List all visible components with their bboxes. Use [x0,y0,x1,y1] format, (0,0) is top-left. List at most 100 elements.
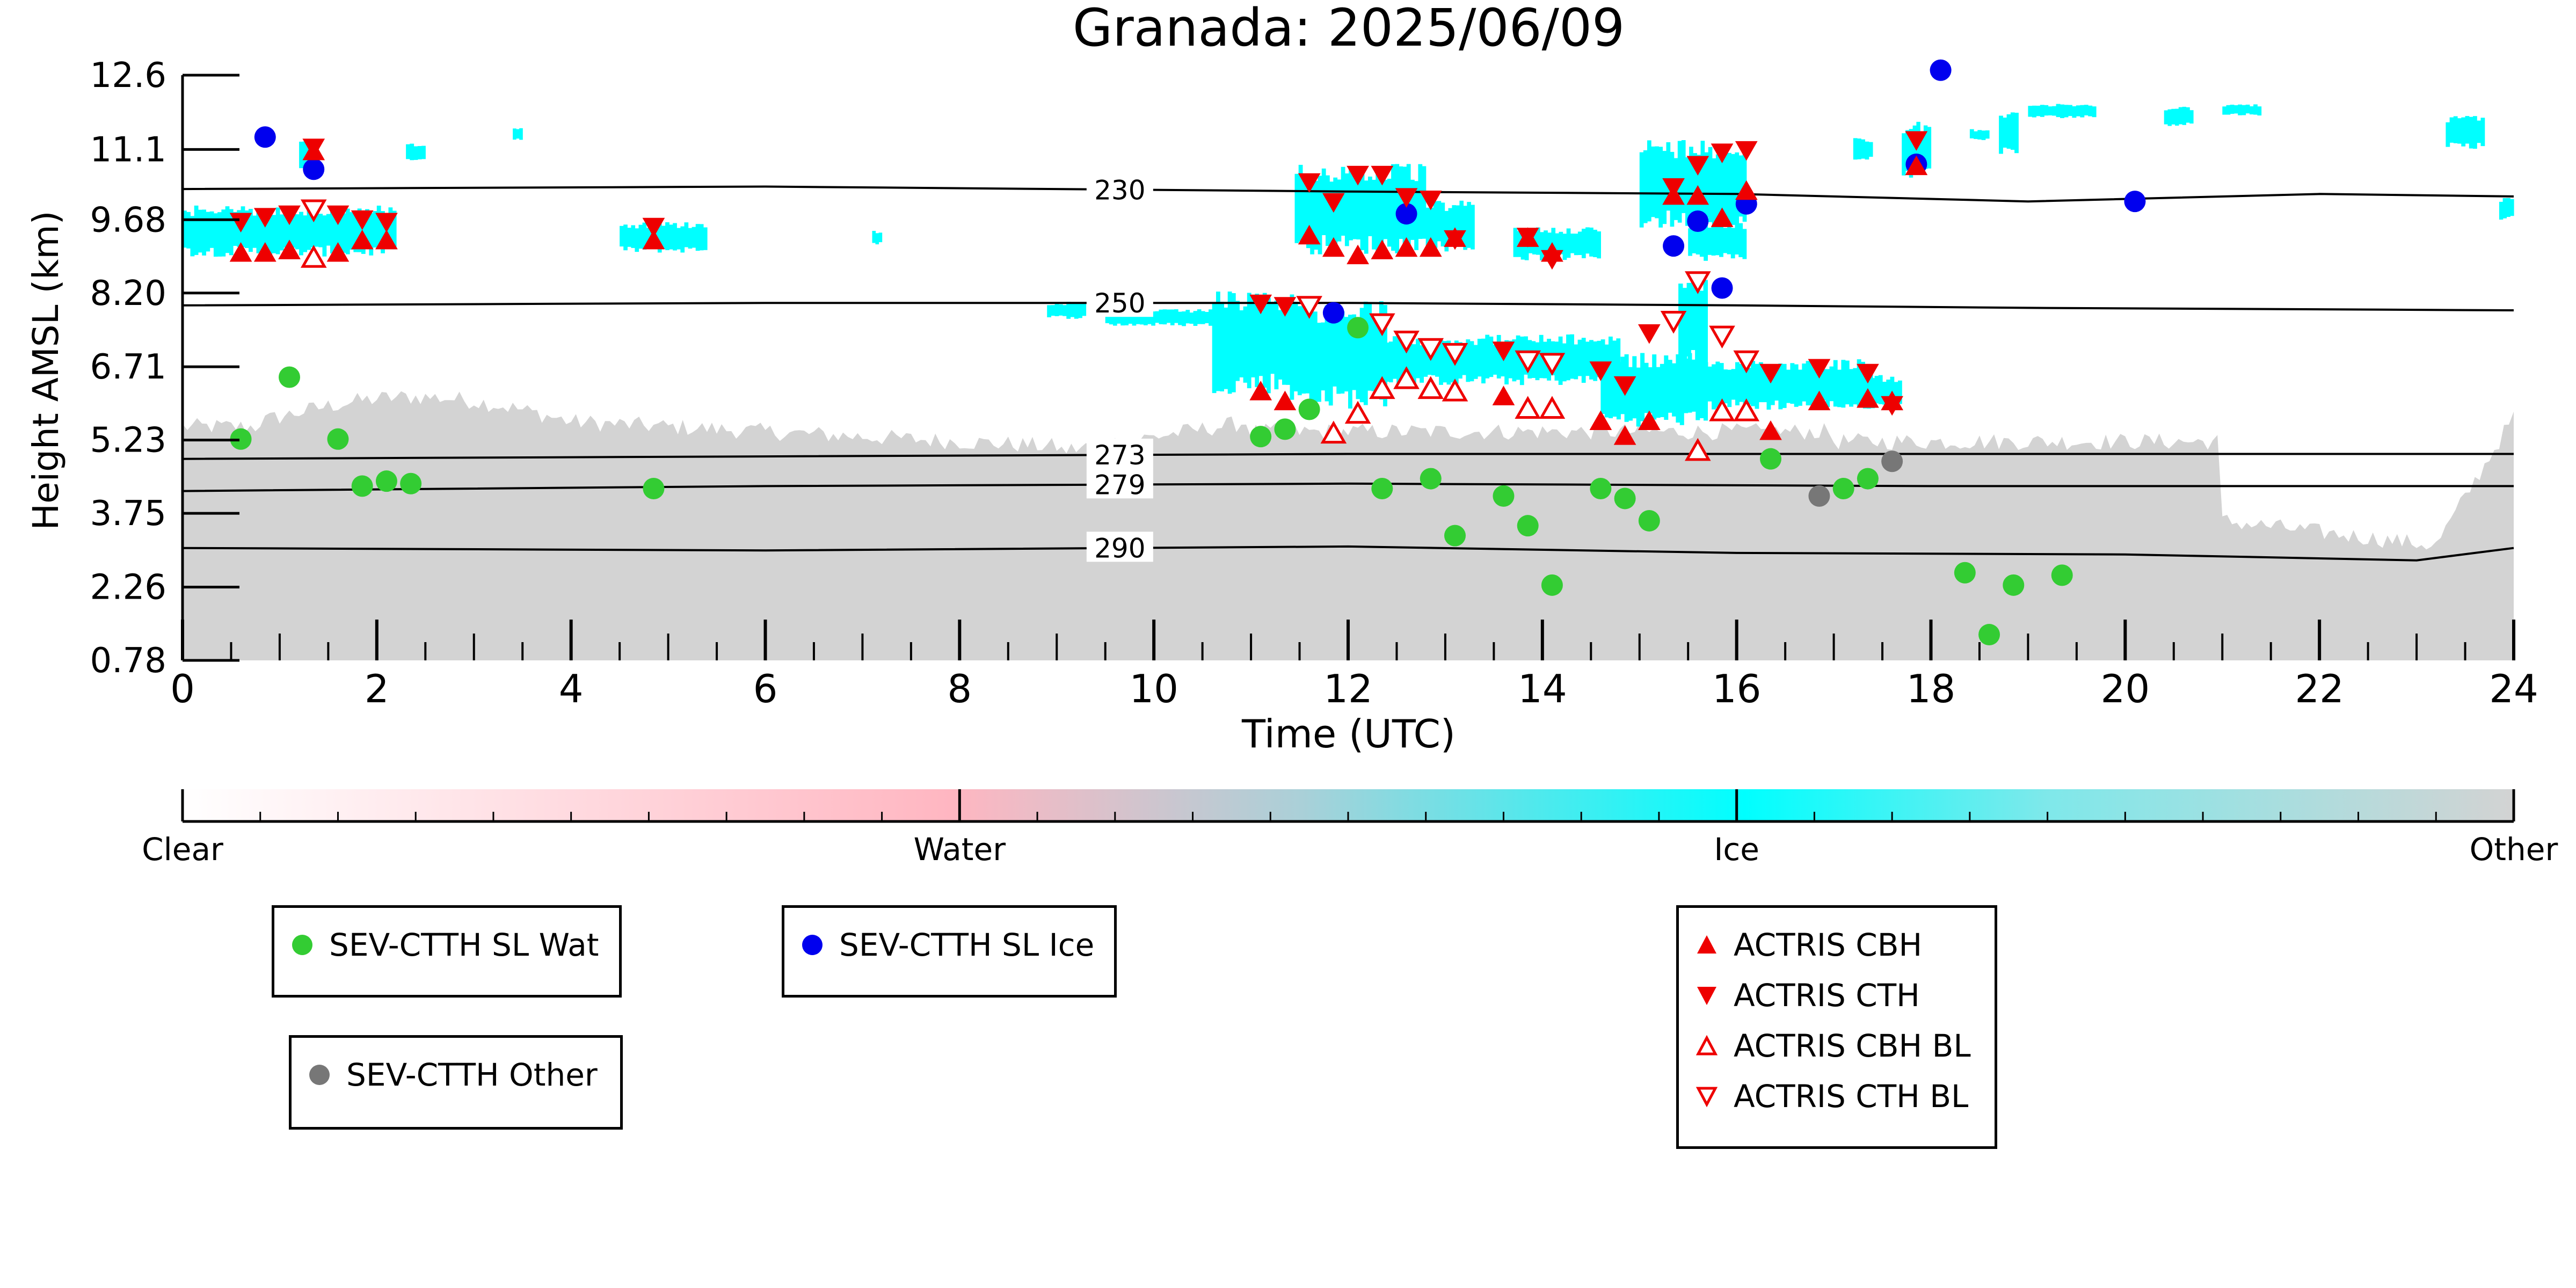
ice-class-strip [1688,365,1693,409]
ice-class-strip [353,210,358,252]
open-triangle-up-marker [1515,396,1541,419]
triangle-up-marker [1638,410,1661,431]
ice-class-strip [1429,208,1434,252]
ice-class-strip [310,208,315,248]
ice-class-strip [1321,322,1326,391]
triangle-down-marker [1371,165,1394,186]
ice-class-strip [1570,334,1574,379]
ice-class-strip [350,212,354,250]
ice-class-strip [1700,365,1704,410]
y-tick-label: 3.75 [90,494,167,534]
ice-class-strip [334,207,338,255]
ice-class-strip [1463,206,1467,250]
ice-class-strip [1425,207,1430,252]
ice-class-strip [1387,178,1392,247]
x-tick-label: 4 [559,666,584,711]
circle-marker [1638,510,1660,532]
triangle-up-marker [1808,390,1831,411]
ice-class-strip [1054,303,1059,316]
circle-marker [1444,525,1466,547]
circle-marker [254,126,276,148]
open-triangle-down-marker [1296,296,1322,319]
ice-class-strip [1344,173,1349,246]
ice-class-strip [345,208,350,254]
ice-class-strip [1861,139,1865,159]
ice-class-strip [1570,234,1575,253]
triangle-down-marker [1249,294,1272,315]
ice-class-strip [1305,321,1310,394]
green-circle-marker-icon [292,935,312,955]
ice-class-strip [1501,345,1505,377]
ice-class-strip [1814,369,1818,401]
ice-class-strip [1660,363,1664,417]
ice-class-strip [1574,344,1578,380]
triangle-down-marker [1638,324,1661,344]
y-tick-label: 12.6 [90,56,167,96]
ice-class-strip [326,214,331,246]
ice-class-strip [268,209,272,257]
ice-class-strip [1699,290,1704,359]
ice-class-strip [2257,106,2262,116]
open-triangle-up-marker [1369,376,1395,399]
ice-class-strip [1833,360,1838,407]
ice-class-strip [2245,104,2250,114]
ice-class-strip [1685,157,1690,226]
triangle-down-marker [1857,363,1879,384]
ice-class-strip [2249,106,2254,115]
ice-class-strip [1231,293,1236,392]
triangle-up-marker [1274,390,1297,411]
triangle-up-marker [351,229,374,250]
ice-class-strip [1747,367,1751,405]
ice-class-strip [1155,311,1160,323]
ice-class-strip [635,228,639,252]
ice-class-strip [1124,311,1129,325]
ice-class-strip [2036,105,2041,117]
ice-class-strip [1695,366,1700,407]
ice-class-strip [1274,301,1279,390]
triangle-down-marker [1444,230,1466,250]
ice-class-strip [1668,360,1672,413]
ice-class-strip [1655,146,1659,219]
ice-class-strip [1974,131,1978,139]
legend-item: ACTRIS CTH [1695,970,1978,1021]
triangle-down-marker [1759,363,1782,384]
ice-class-strip [1648,367,1653,413]
ice-class-strip [1466,339,1471,382]
circle-marker [1930,59,1952,81]
ice-class-strip [1723,228,1728,253]
triangle-up-marker [253,242,276,262]
ice-class-strip [1692,367,1697,400]
ice-class-strip [1738,223,1743,257]
open-triangle-up-marker [1709,398,1735,421]
ice-class-strip [2446,122,2450,147]
ice-class-strip [1841,360,1846,408]
ice-class-strip [1802,363,1807,402]
ice-class-strip [1715,154,1720,227]
ice-class-strip [620,225,624,247]
ice-class-strip [2242,105,2246,115]
triangle-up-marker [1613,425,1636,445]
circle-marker [2003,574,2025,596]
ice-class-strip [1829,366,1834,402]
ice-class-strip [1600,361,1605,414]
triangle-down-marker [1735,141,1758,161]
ice-class-strip [2502,198,2507,219]
triangle-down-marker [278,205,301,225]
circle-marker [1590,478,1612,500]
ice-class-strip [1051,305,1056,316]
blue-circle-marker-icon [802,935,823,955]
ice-class-strip [1113,310,1117,326]
triangle-down-marker [1711,143,1734,163]
ice-class-strip [1058,304,1063,316]
ice-class-strip [1459,200,1464,246]
ice-class-strip [642,222,647,250]
ice-class-strip [1798,369,1802,406]
x-tick-label: 22 [2295,666,2344,711]
ice-class-strip [1562,343,1567,382]
ice-class-strip [213,215,218,257]
ice-class-strip [2003,118,2007,148]
ice-class-strip [272,215,276,253]
isotherm-label-bg [1086,532,1153,562]
ice-class-strip [2080,105,2085,118]
ice-class-strip [1585,341,1590,376]
